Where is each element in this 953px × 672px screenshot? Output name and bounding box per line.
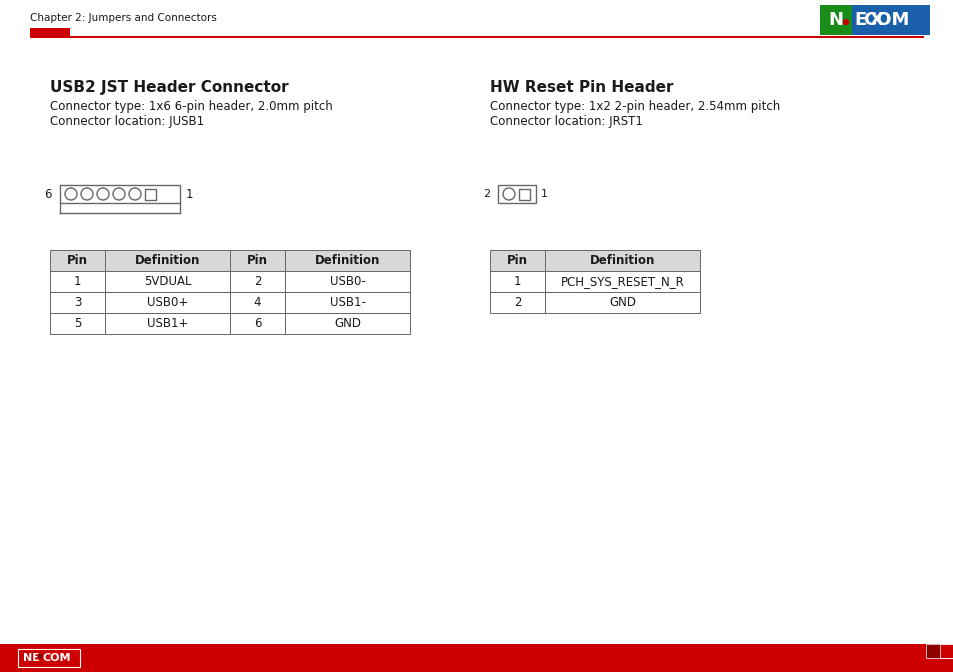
- Bar: [490, 250, 544, 271]
- Text: 2: 2: [482, 189, 490, 199]
- Bar: [285, 271, 410, 292]
- Text: 3: 3: [73, 296, 81, 309]
- Text: PCH_SYS_RESET_N_R: PCH_SYS_RESET_N_R: [560, 275, 683, 288]
- Circle shape: [65, 188, 77, 200]
- Text: Connector location: JRST1: Connector location: JRST1: [490, 115, 642, 128]
- Bar: [50, 250, 105, 271]
- Bar: [490, 271, 544, 292]
- Text: Chapter 2: Jumpers and Connectors: Chapter 2: Jumpers and Connectors: [30, 13, 216, 23]
- Text: USB1+: USB1+: [147, 317, 188, 330]
- Bar: [544, 292, 700, 313]
- Bar: [851, 5, 929, 35]
- Bar: [939, 644, 953, 658]
- Text: N: N: [827, 11, 842, 29]
- Bar: [925, 644, 939, 658]
- Circle shape: [38, 654, 42, 658]
- Bar: [285, 313, 410, 334]
- Circle shape: [97, 188, 109, 200]
- Bar: [50, 271, 105, 292]
- Bar: [925, 644, 953, 658]
- Text: COM: COM: [43, 653, 71, 663]
- Bar: [30, 28, 70, 38]
- Bar: [230, 250, 285, 271]
- Bar: [105, 292, 230, 313]
- Text: GND: GND: [334, 317, 360, 330]
- Text: Pin: Pin: [67, 254, 88, 267]
- Text: Connector location: JUSB1: Connector location: JUSB1: [50, 115, 204, 128]
- Bar: [60, 185, 180, 203]
- Text: USB0+: USB0+: [147, 296, 188, 309]
- Text: USB0-: USB0-: [330, 275, 365, 288]
- Bar: [105, 250, 230, 271]
- Bar: [105, 271, 230, 292]
- Bar: [105, 313, 230, 334]
- Text: NE: NE: [23, 653, 40, 663]
- Text: Pin: Pin: [506, 254, 527, 267]
- Text: 5: 5: [73, 317, 81, 330]
- Text: 6: 6: [253, 317, 261, 330]
- Text: 1: 1: [186, 187, 193, 200]
- Bar: [285, 292, 410, 313]
- Text: HW Reset Pin Header: HW Reset Pin Header: [490, 80, 673, 95]
- Text: 1: 1: [540, 189, 547, 199]
- Bar: [490, 292, 544, 313]
- Circle shape: [502, 188, 515, 200]
- Text: X: X: [869, 11, 882, 29]
- Bar: [285, 250, 410, 271]
- Bar: [50, 292, 105, 313]
- Circle shape: [842, 19, 847, 24]
- Bar: [518, 189, 530, 200]
- Text: 2: 2: [253, 275, 261, 288]
- Circle shape: [112, 188, 125, 200]
- Text: Connector type: 1x2 2-pin header, 2.54mm pitch: Connector type: 1x2 2-pin header, 2.54mm…: [490, 100, 780, 113]
- Text: Definition: Definition: [134, 254, 200, 267]
- Text: 1: 1: [514, 275, 520, 288]
- Bar: [18, 649, 80, 667]
- Bar: [30, 36, 923, 38]
- Text: COM: COM: [862, 11, 908, 29]
- Text: 6: 6: [45, 187, 52, 200]
- Bar: [497, 185, 536, 203]
- Circle shape: [129, 188, 141, 200]
- Bar: [230, 292, 285, 313]
- Text: GND: GND: [608, 296, 636, 309]
- Bar: [0, 644, 953, 672]
- Bar: [50, 313, 105, 334]
- Text: Definition: Definition: [314, 254, 380, 267]
- Text: Connector type: 1x6 6-pin header, 2.0mm pitch: Connector type: 1x6 6-pin header, 2.0mm …: [50, 100, 333, 113]
- Text: 1: 1: [73, 275, 81, 288]
- Text: 5VDUAL: 5VDUAL: [144, 275, 191, 288]
- Text: Pin: Pin: [247, 254, 268, 267]
- Bar: [230, 313, 285, 334]
- Bar: [230, 271, 285, 292]
- Bar: [146, 189, 156, 200]
- Bar: [544, 250, 700, 271]
- Text: Definition: Definition: [589, 254, 655, 267]
- Circle shape: [81, 188, 92, 200]
- Bar: [544, 271, 700, 292]
- Text: 2: 2: [514, 296, 520, 309]
- Text: E: E: [853, 11, 865, 29]
- Bar: [820, 5, 851, 35]
- Text: USB1-: USB1-: [329, 296, 365, 309]
- Text: USB2 JST Header Connector: USB2 JST Header Connector: [50, 80, 289, 95]
- Text: 4: 4: [253, 296, 261, 309]
